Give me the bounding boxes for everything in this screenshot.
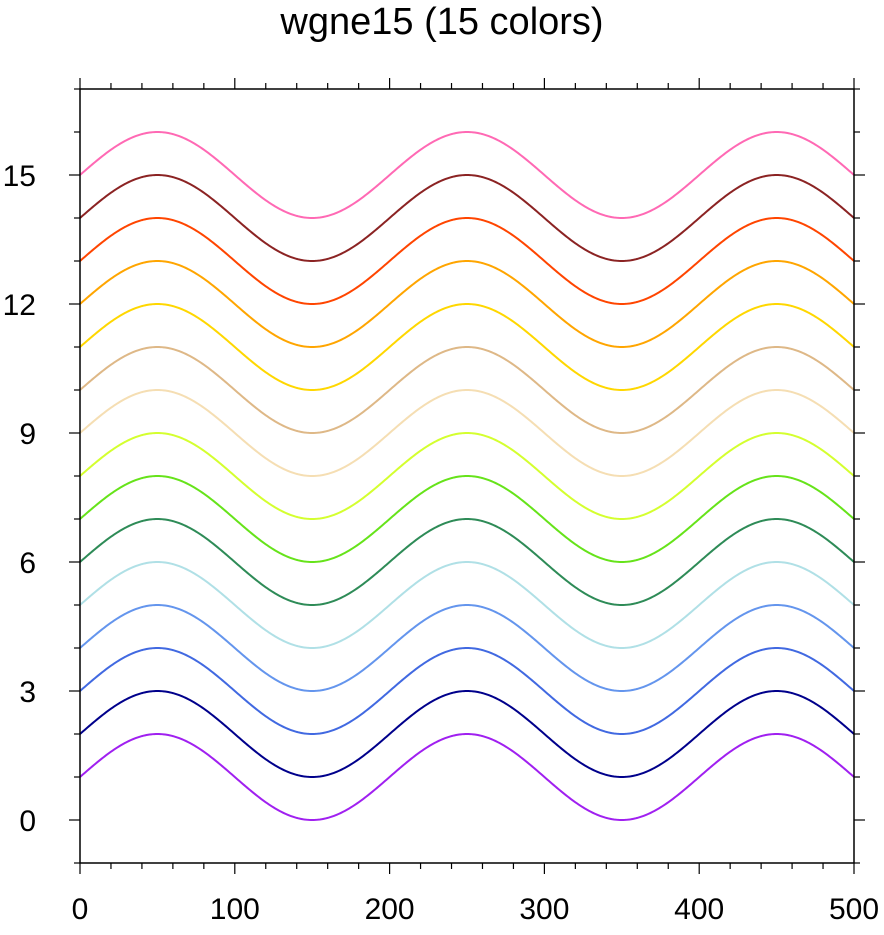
y-tick-label: 9 [19, 418, 36, 451]
chart-title: wgne15 (15 colors) [280, 1, 604, 43]
series-line-15 [79, 130, 855, 220]
x-tick-label: 100 [210, 893, 260, 926]
series-line-8 [79, 431, 855, 521]
series-line-2 [79, 689, 855, 779]
series-line-11 [79, 302, 855, 392]
series-line-9 [79, 388, 855, 478]
y-tick-label: 6 [19, 547, 36, 580]
y-tick-label: 3 [19, 676, 36, 709]
axis-layer: 0 100 200 300 400 500 0 3 6 9 12 15 [3, 78, 879, 926]
x-tick-label: 200 [365, 893, 415, 926]
y-tick-label: 12 [3, 289, 36, 322]
series-line-6 [79, 517, 855, 607]
x-tick-label: 0 [72, 893, 89, 926]
series-line-14 [79, 173, 855, 263]
series-line-10 [79, 345, 855, 435]
y-tick-label: 0 [19, 805, 36, 838]
x-tick-label: 300 [519, 893, 569, 926]
series-line-1 [79, 732, 855, 822]
series-line-13 [79, 216, 855, 306]
series-layer [79, 130, 855, 822]
series-line-4 [79, 603, 855, 693]
series-line-3 [79, 646, 855, 736]
series-line-12 [79, 259, 855, 349]
plot-frame [79, 88, 855, 864]
x-tick-label: 500 [829, 893, 879, 926]
y-tick-label: 15 [3, 160, 36, 193]
series-line-7 [79, 474, 855, 564]
series-line-5 [79, 560, 855, 650]
x-tick-label: 400 [674, 893, 724, 926]
